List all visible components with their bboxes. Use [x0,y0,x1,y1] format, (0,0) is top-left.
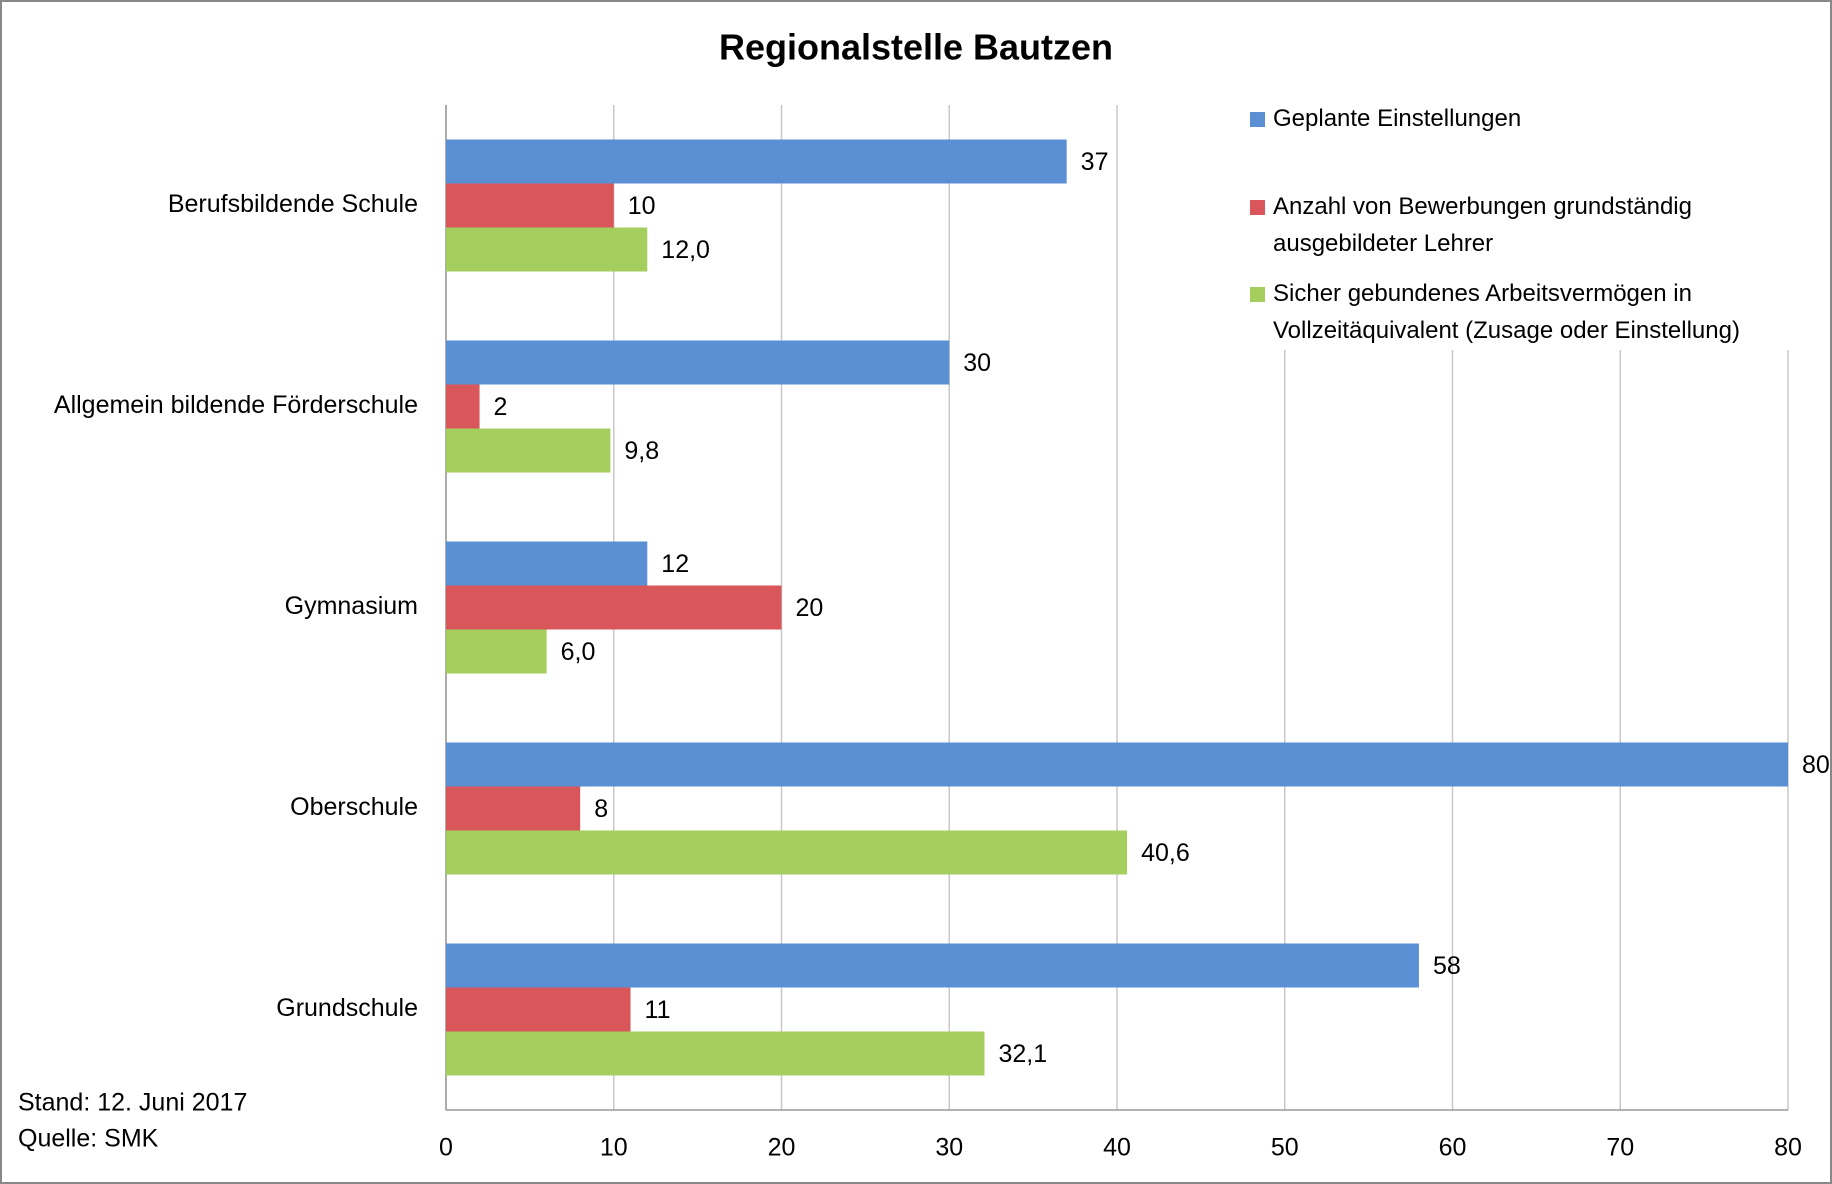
legend-swatch [1250,200,1265,215]
bar [446,183,614,228]
x-tick-label: 30 [935,1134,963,1162]
data-label: 58 [1433,952,1461,980]
data-label: 12,0 [661,236,710,264]
x-tick-label: 80 [1774,1134,1802,1162]
x-tick-label: 60 [1439,1134,1467,1162]
bar [446,428,611,473]
data-label: 12 [661,550,689,578]
bar [446,987,631,1032]
y-tick-label: Allgemein bildende Förderschule [54,391,418,419]
legend-label: Geplante Einstellungen [1273,105,1522,132]
y-tick-label: Gymnasium [285,592,418,620]
bar [446,943,1419,988]
legend-label: Anzahl von Bewerbungen grundständig ausg… [1273,193,1692,257]
x-tick-label: 50 [1271,1134,1299,1162]
x-tick-label: 40 [1103,1134,1131,1162]
data-label: 11 [645,996,671,1024]
legend-label: Sicher gebundenes Arbeitsvermögen in Vol… [1273,280,1740,344]
y-tick-label: Grundschule [276,994,418,1022]
data-label: 6,0 [561,638,596,666]
data-label: 10 [628,192,656,220]
x-tick-label: 0 [439,1134,453,1162]
data-label: 2 [494,393,508,421]
data-label: 20 [796,594,824,622]
bar [446,1031,985,1076]
data-label: 32,1 [998,1040,1047,1068]
bar [446,340,950,385]
y-tick-label: Oberschule [290,793,418,821]
data-label: 80 [1802,751,1830,779]
data-label: 40,6 [1141,839,1190,867]
bar [446,830,1128,875]
bar [446,629,547,674]
bar [446,227,648,272]
bar [446,786,581,831]
legend-swatch [1250,112,1265,127]
y-tick-label: Berufsbildende Schule [168,190,418,218]
bar [446,742,1788,787]
chart-title: Regionalstelle Bautzen [719,27,1113,68]
legend-swatch [1250,287,1265,302]
data-label: 8 [594,795,608,823]
data-label: 9,8 [624,437,659,465]
data-label: 37 [1081,148,1109,176]
x-tick-label: 70 [1606,1134,1634,1162]
bar [446,139,1067,184]
x-tick-label: 20 [768,1134,796,1162]
bar [446,585,782,630]
bar [446,384,480,429]
data-label: 30 [963,349,991,377]
bar [446,541,648,586]
note: Quelle: SMK [18,1125,159,1153]
note: Stand: 12. Juni 2017 [18,1089,247,1117]
legend-box [1240,98,1815,350]
x-tick-label: 10 [600,1134,628,1162]
